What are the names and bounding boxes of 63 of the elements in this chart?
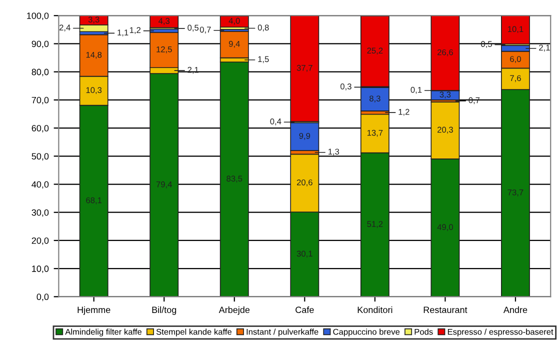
- data-label: 0,7: [200, 26, 211, 34]
- data-label: 79,4: [156, 181, 172, 188]
- y-tick-label: 70,0: [32, 96, 49, 104]
- y-tick-label: 30,0: [32, 209, 49, 217]
- legend-label: Espresso / espresso-baseret: [448, 328, 554, 336]
- y-tick-label: 0,0: [36, 294, 49, 302]
- data-label: 10,1: [508, 26, 524, 34]
- data-label: 12,5: [156, 46, 172, 54]
- data-label: 13,7: [367, 130, 383, 137]
- legend-label: Instant / pulverkaffe: [246, 328, 318, 336]
- y-tick-label: 50,0: [32, 153, 49, 161]
- y-tick-label: 80,0: [32, 68, 49, 76]
- x-tick-label: Restaurant: [424, 306, 468, 314]
- data-label: 2,1: [539, 44, 550, 52]
- data-label: 6,0: [510, 56, 521, 63]
- legend-label: Almindelig filter kaffe: [65, 328, 142, 336]
- data-label: 30,1: [296, 250, 312, 258]
- data-label: 9,9: [299, 132, 310, 140]
- data-label: 37,7: [296, 64, 312, 72]
- data-label: 0,5: [188, 24, 199, 32]
- data-label: 68,1: [86, 197, 102, 204]
- data-label: 0,4: [270, 118, 282, 126]
- data-label: 0,3: [340, 83, 352, 90]
- data-label: 7,6: [510, 75, 521, 82]
- data-label: 10,3: [86, 87, 102, 94]
- y-tick-label: 60,0: [32, 125, 49, 132]
- data-label: 9,4: [228, 40, 240, 48]
- y-tick-label: 20,0: [32, 237, 49, 245]
- data-label: 3,3: [88, 16, 100, 24]
- x-tick-label: Bil/tog: [152, 306, 176, 315]
- data-label: 51,2: [367, 221, 383, 228]
- data-label: 20,3: [438, 126, 453, 134]
- x-tick-label: Cafe: [296, 306, 314, 314]
- y-tick-label: 10,0: [32, 266, 49, 274]
- data-label: 1,5: [258, 56, 269, 64]
- data-label: 8,3: [370, 96, 380, 102]
- legend-label: Pods: [414, 328, 433, 335]
- x-tick-label: Andre: [503, 306, 528, 314]
- data-label: 4,0: [228, 18, 240, 25]
- x-tick-label: Arbejde: [218, 306, 250, 315]
- data-label: 49,0: [437, 224, 453, 232]
- data-label: 26,6: [438, 49, 453, 56]
- data-label: 3,3: [440, 92, 451, 99]
- data-label: 1,2: [398, 108, 410, 116]
- data-label: 0,8: [258, 24, 269, 32]
- data-label: 0,1: [410, 86, 422, 94]
- y-tick-label: 90,0: [32, 40, 49, 48]
- data-label: 1,2: [130, 27, 140, 34]
- data-label: 2,4: [59, 24, 70, 32]
- x-tick-label: Konditori: [358, 306, 392, 314]
- data-label: 73,7: [508, 189, 524, 196]
- data-label: 1,1: [118, 30, 128, 36]
- legend-label: Stempel kande kaffe: [156, 328, 232, 336]
- legend-label: Cappuccino breve: [333, 328, 400, 336]
- x-tick-label: Hjemme: [78, 306, 110, 315]
- y-tick-label: 100,0: [27, 12, 49, 20]
- data-label: 4,3: [158, 18, 170, 25]
- data-label: 25,2: [367, 48, 383, 55]
- y-tick-label: 40,0: [32, 181, 49, 189]
- data-label: 1,3: [328, 148, 340, 156]
- data-label: 83,5: [226, 176, 242, 183]
- data-label: 20,6: [296, 179, 312, 186]
- data-label: 14,8: [86, 52, 102, 59]
